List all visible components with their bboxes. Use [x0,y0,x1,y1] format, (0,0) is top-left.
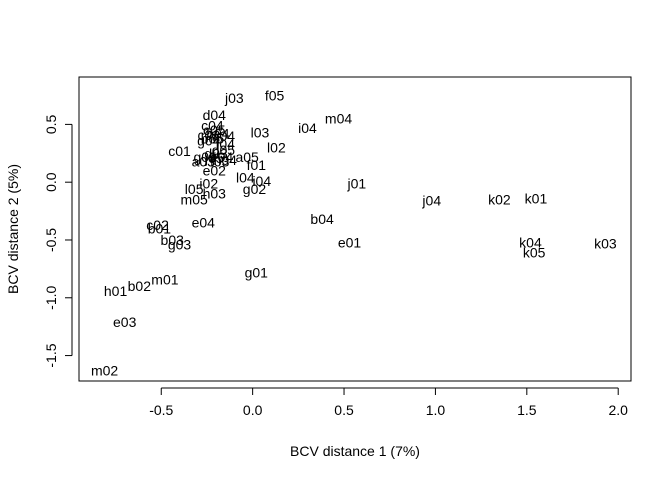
point-label-c03: c03 [197,127,220,143]
x-tick-label: -0.5 [149,402,173,418]
point-label-e02: e02 [203,163,227,179]
point-label-l04: l04 [236,170,255,186]
point-label-m05: m05 [181,192,208,208]
point-label-f04: f04 [215,136,235,152]
point-label-b05: b05 [201,130,225,146]
point-label-e04: e04 [192,215,216,231]
point-label-m04: m04 [325,111,352,127]
x-axis: -0.5 0.0 0.5 1.0 1.5 2.0 [149,387,628,418]
point-label-e04: e04 [210,149,234,165]
point-label-g01: g01 [245,264,269,280]
y-tick-label: 0.5 [43,114,59,134]
x-axis-title: BCV distance 1 (7%) [290,443,420,459]
x-tick-label: 0.5 [334,402,354,418]
point-label-f05: f05 [265,87,285,103]
point-label-g05: g05 [193,149,217,165]
point-label-j04: j04 [421,193,441,209]
point-label-f03: f03 [210,153,230,169]
point-label-c04: c04 [201,118,224,134]
point-label-b03: b03 [161,232,185,248]
point-label-l05: l05 [185,181,204,197]
point-label-b01: b01 [148,220,172,236]
point-label-h04: h04 [214,152,238,168]
point-label-e01: e01 [338,234,362,250]
point-label-c01: c01 [168,143,191,159]
point-label-a04: a04 [212,128,236,144]
point-label-k03: k03 [594,235,617,251]
point-label-l03: l03 [251,124,270,140]
point-label-i04: i04 [252,173,271,189]
point-label-c05: c05 [203,122,226,138]
point-label-l02: l02 [267,140,286,156]
point-label-i02: i02 [199,175,218,191]
point-label-a03: a03 [192,153,216,169]
point-label-d05: d05 [212,142,236,158]
plot-frame [78,76,632,382]
x-tick-label: 2.0 [608,402,628,418]
point-label-m02: m02 [91,363,118,379]
x-tick-label: 1.0 [426,402,446,418]
y-tick-label: -1.0 [43,286,59,310]
point-label-b02: b02 [128,278,152,294]
point-label-j01: j01 [346,175,366,191]
point-label-d03: d03 [204,145,228,161]
point-label-m01: m01 [151,271,178,287]
point-label-k04: k04 [519,234,542,250]
point-label-e03: e03 [113,314,137,330]
point-label-b04: b04 [310,211,334,227]
point-label-d04: d04 [203,107,227,123]
y-tick-label: -0.5 [43,228,59,252]
point-label-h01: h01 [104,283,128,299]
x-tick-label: 1.5 [517,402,537,418]
point-label-j05: j05 [204,150,224,166]
point-label-h03: h03 [203,186,227,202]
point-label-k02: k02 [488,192,511,208]
y-tick-label: -1.5 [43,343,59,367]
x-tick-label: 0.0 [243,402,263,418]
y-tick-label: 0.0 [43,172,59,192]
point-label-i04: i04 [298,120,317,136]
y-axis: -1.5 -1.0 -0.5 0.0 0.5 [43,114,73,368]
point-label-j03: j03 [224,90,244,106]
point-label-k01: k01 [525,190,548,206]
point-label-f01: f01 [247,157,267,173]
point-label-b04: b04 [206,126,230,142]
point-label-g04: g04 [197,133,221,149]
point-label-g03: g03 [168,237,192,253]
point-label-g02: g02 [243,181,267,197]
point-label-a05: a05 [235,149,259,165]
point-label-c02: c02 [146,217,169,233]
point-label-k05: k05 [523,245,546,261]
y-axis-title: BCV distance 2 (5%) [5,164,21,294]
